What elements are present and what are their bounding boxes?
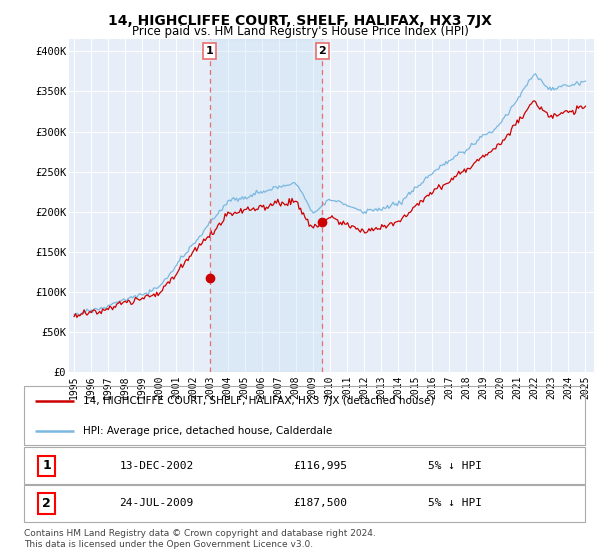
Text: 24-JUL-2009: 24-JUL-2009 [119, 498, 194, 508]
Text: 1: 1 [42, 459, 51, 473]
Text: Price paid vs. HM Land Registry's House Price Index (HPI): Price paid vs. HM Land Registry's House … [131, 25, 469, 38]
Text: 5% ↓ HPI: 5% ↓ HPI [428, 461, 482, 471]
Text: 14, HIGHCLIFFE COURT, SHELF, HALIFAX, HX3 7JX: 14, HIGHCLIFFE COURT, SHELF, HALIFAX, HX… [108, 14, 492, 28]
Text: 1: 1 [206, 46, 214, 56]
Text: 2: 2 [42, 497, 51, 510]
Text: Contains HM Land Registry data © Crown copyright and database right 2024.
This d: Contains HM Land Registry data © Crown c… [24, 529, 376, 549]
Text: HPI: Average price, detached house, Calderdale: HPI: Average price, detached house, Cald… [83, 426, 332, 436]
Text: 5% ↓ HPI: 5% ↓ HPI [428, 498, 482, 508]
Text: 2: 2 [319, 46, 326, 56]
Text: 13-DEC-2002: 13-DEC-2002 [119, 461, 194, 471]
Text: £116,995: £116,995 [293, 461, 347, 471]
Bar [209, 39, 322, 372]
Text: 14, HIGHCLIFFE COURT, SHELF, HALIFAX, HX3 7JX (detached house): 14, HIGHCLIFFE COURT, SHELF, HALIFAX, HX… [83, 396, 434, 406]
Text: £187,500: £187,500 [293, 498, 347, 508]
